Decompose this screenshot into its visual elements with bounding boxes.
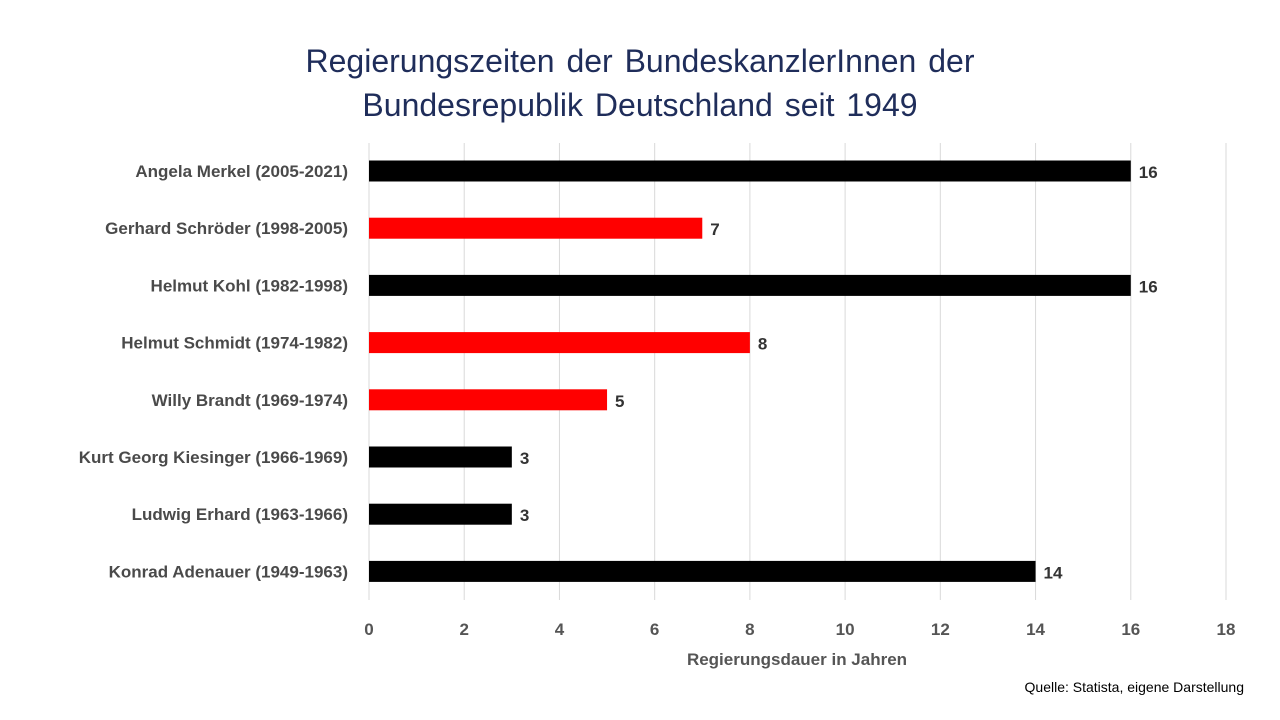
x-tick-label: 0: [364, 620, 373, 639]
bar: [369, 332, 750, 354]
bar: [369, 389, 608, 411]
data-label: 5: [615, 392, 624, 411]
data-label: 3: [520, 506, 529, 525]
bar: [369, 503, 512, 525]
category-label: Gerhard Schröder (1998-2005): [105, 219, 348, 238]
x-tick-label: 16: [1121, 620, 1140, 639]
category-label: Ludwig Erhard (1963-1966): [132, 505, 348, 524]
bar: [369, 446, 512, 468]
category-label: Konrad Adenauer (1949-1963): [109, 562, 348, 581]
x-tick-label: 2: [459, 620, 468, 639]
category-label: Helmut Schmidt (1974-1982): [121, 334, 348, 353]
bar: [369, 274, 1131, 296]
bar: [369, 217, 703, 239]
data-label: 8: [758, 335, 767, 354]
chart-title-line-1: Regierungszeiten der BundeskanzlerInnen …: [305, 43, 975, 79]
chart-title-line-2: Bundesrepublik Deutschland seit 1949: [362, 87, 918, 123]
x-tick-label: 10: [836, 620, 855, 639]
data-label: 14: [1044, 563, 1063, 582]
data-label: 16: [1139, 277, 1158, 296]
category-label: Kurt Georg Kiesinger (1966-1969): [79, 448, 348, 467]
x-tick-label: 12: [931, 620, 950, 639]
data-label: 7: [710, 220, 719, 239]
bar: [369, 560, 1036, 582]
bars: [369, 160, 1131, 582]
labels: 0 2 4 6 8 10 12 14 16 18 Angela Merkel (2005-2021)…: [79, 162, 1236, 639]
x-axis-title: Regierungsdauer in Jahren: [687, 650, 907, 669]
x-tick-label: 18: [1217, 620, 1236, 639]
bar: [369, 160, 1131, 182]
data-label: 16: [1139, 163, 1158, 182]
gridlines: [368, 143, 1227, 600]
x-tick-label: 8: [745, 620, 754, 639]
x-tick-label: 6: [650, 620, 659, 639]
category-label: Willy Brandt (1969-1974): [152, 391, 348, 410]
data-label: 3: [520, 449, 529, 468]
category-label: Helmut Kohl (1982-1998): [151, 276, 348, 295]
x-tick-label: 4: [555, 620, 565, 639]
category-label: Angela Merkel (2005-2021): [135, 162, 348, 181]
source-note: Quelle: Statista, eigene Darstellung: [1024, 679, 1244, 695]
x-tick-label: 14: [1026, 620, 1045, 639]
